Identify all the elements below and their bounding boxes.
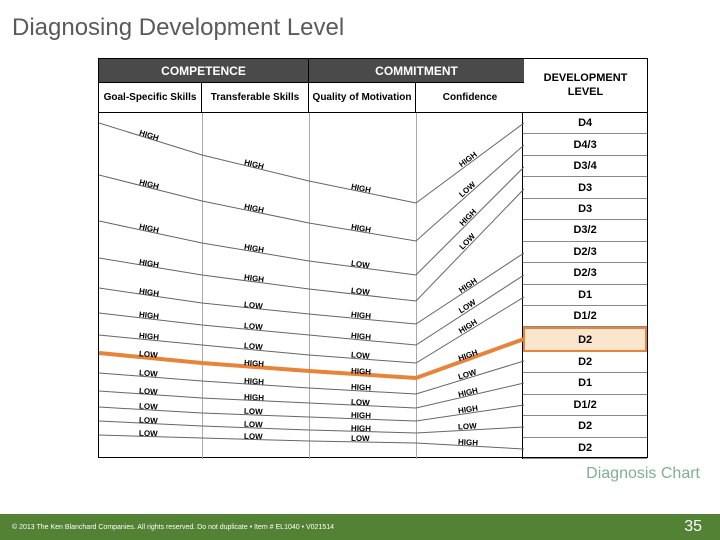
segment-label: LOW <box>138 368 157 378</box>
segment-label: LOW <box>243 420 262 430</box>
segment-label: LOW <box>138 349 157 360</box>
dev-level-cell: D2 <box>523 352 647 373</box>
development-level-column: D4D4/3D3/4D3D3D3/2D2/3D2/3D1D1/2D2D2D1D1… <box>523 113 647 459</box>
segment-label: LOW <box>138 428 157 438</box>
segment-label: LOW <box>243 431 262 441</box>
dev-level-cell: D2/3 <box>523 242 647 263</box>
slide-title: Diagnosing Development Level <box>12 14 344 42</box>
segment-label: HIGH <box>458 437 478 447</box>
chart-caption: Diagnosis Chart <box>586 465 700 483</box>
segment-label: LOW <box>243 341 262 352</box>
segment-label: LOW <box>350 350 369 360</box>
header-transferable: Transferable Skills <box>202 83 309 113</box>
dev-level-cell: D1/2 <box>523 395 647 416</box>
segment-label: HIGH <box>350 423 370 433</box>
segment-label: HIGH <box>138 331 159 342</box>
dev-level-cell: D1 <box>523 285 647 306</box>
dev-level-cell: D4/3 <box>523 134 647 155</box>
dev-level-cell: D3/4 <box>523 156 647 177</box>
segment-label: LOW <box>138 415 157 425</box>
dev-level-cell: D4 <box>523 113 647 134</box>
diagnosis-chart: COMPETENCE COMMITMENT Goal-Specific Skil… <box>98 58 648 458</box>
segment-label: LOW <box>458 421 477 431</box>
header-goal-specific: Goal-Specific Skills <box>99 83 202 113</box>
dev-level-cell: D2/3 <box>523 263 647 284</box>
dev-level-cell: D1/2 <box>523 306 647 327</box>
dev-level-cell: D3 <box>523 199 647 220</box>
segment-label: HIGH <box>243 376 264 386</box>
segment-label: LOW <box>243 321 262 332</box>
segment-label: HIGH <box>350 331 371 342</box>
segment-label: LOW <box>350 397 369 407</box>
segment-label: HIGH <box>350 310 371 321</box>
dev-level-cell: D2 <box>523 416 647 437</box>
segment-label: HIGH <box>350 366 371 376</box>
segment-label: HIGH <box>243 358 264 368</box>
header-competence: COMPETENCE <box>99 59 309 83</box>
page-number: 35 <box>684 518 702 536</box>
dev-level-cell: D2 <box>523 327 647 351</box>
header-commitment: COMMITMENT <box>309 59 524 83</box>
footer-copyright: © 2013 The Ken Blanchard Companies. All … <box>12 524 334 531</box>
segment-label: HIGH <box>350 382 370 392</box>
segment-label: HIGH <box>350 411 370 421</box>
dev-level-cell: D3/2 <box>523 220 647 241</box>
dev-level-cell: D1 <box>523 373 647 394</box>
segment-label: HIGH <box>243 392 263 402</box>
chart-plot-area: HIGHHIGHHIGHHIGHHIGHHIGHHIGHLOWHIGHHIGHL… <box>99 113 523 459</box>
segment-label: LOW <box>138 401 157 411</box>
segment-label: LOW <box>243 300 262 311</box>
segment-label: LOW <box>138 386 157 396</box>
segment-label: LOW <box>350 434 369 443</box>
footer-bar: © 2013 The Ken Blanchard Companies. All … <box>0 514 720 540</box>
dev-level-cell: D2 <box>523 438 647 459</box>
header-quality: Quality of Motivation <box>309 83 416 113</box>
segment-label: LOW <box>243 407 262 417</box>
header-development-level: DEVELOPMENT LEVEL <box>524 59 647 113</box>
dev-level-cell: D3 <box>523 177 647 198</box>
header-confidence: Confidence <box>416 83 524 113</box>
